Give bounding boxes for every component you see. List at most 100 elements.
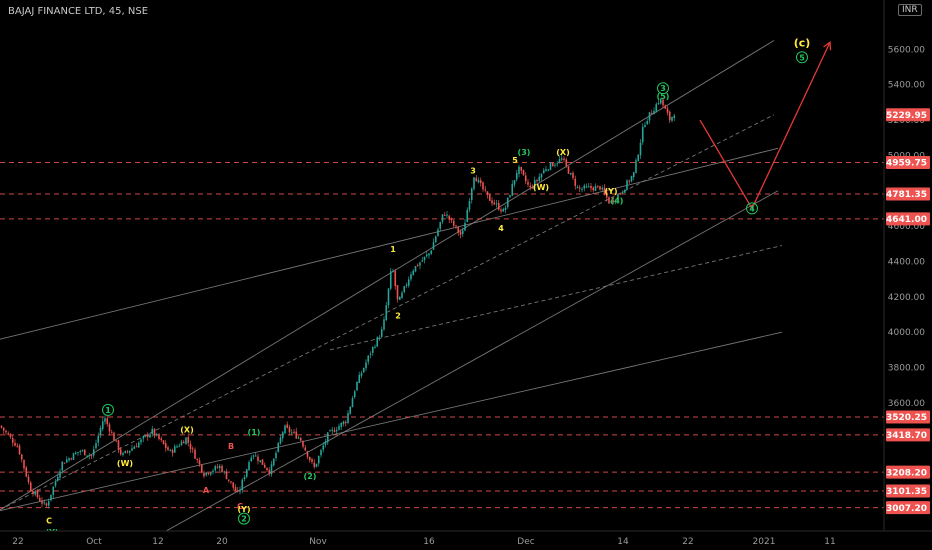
candle-body (383, 319, 385, 330)
level-price-box (886, 428, 930, 442)
candle-body (367, 355, 370, 362)
level-price-label: 3520.25 (886, 413, 927, 423)
wave-label-circle (238, 512, 250, 525)
candle-body (362, 367, 365, 373)
candle-body (65, 459, 68, 463)
candle-body (34, 491, 37, 495)
wave-label: 4 (498, 224, 504, 233)
candle-body (182, 441, 185, 444)
candle-body (281, 432, 284, 439)
candle-body (117, 440, 120, 451)
wave-label: 3 (470, 166, 476, 175)
wave-label: (W) (533, 183, 549, 192)
trend-line (0, 331, 783, 512)
time-tick-label: 14 (617, 537, 629, 547)
wave-label: (c) (794, 36, 811, 49)
candle-body (196, 459, 199, 461)
candle-body (266, 467, 268, 471)
candle-body (506, 197, 509, 208)
candle-body (158, 433, 160, 440)
candle-body (635, 160, 637, 173)
time-axis[interactable]: 22 Oct 12 20 Nov 16 Dec 14 22 2021 11 (0, 530, 932, 550)
wave-label: (W) (117, 459, 133, 468)
level-price-label: 3208.20 (886, 468, 927, 478)
candle-body (79, 450, 82, 452)
wave-label: (4) (611, 196, 624, 205)
candle-body (659, 99, 662, 104)
candle-body (385, 305, 388, 321)
candle-body (99, 428, 102, 435)
candle-body (563, 158, 565, 160)
candle-body (464, 222, 466, 231)
candle-body (236, 490, 239, 492)
candle-body (272, 458, 275, 466)
candle-body (189, 444, 192, 450)
price-tick-label: 5400.00 (888, 81, 925, 91)
candle-body (268, 469, 271, 474)
candle-body (137, 442, 140, 448)
price-axis[interactable]: 2800.003600.003800.004000.004200.004400.… (883, 0, 932, 550)
wave-label-circle (102, 403, 114, 416)
candle-body (614, 200, 617, 202)
candle-body (77, 452, 79, 454)
candle-body (664, 105, 667, 109)
candle-body (23, 459, 25, 469)
candle-body (216, 466, 219, 468)
candle-body (531, 187, 534, 189)
time-tick-label: 12 (152, 537, 163, 547)
candle-body (104, 418, 106, 422)
candle-body (603, 187, 606, 194)
candle-body (290, 432, 293, 434)
candle-body (509, 195, 511, 198)
candle-body (207, 473, 210, 475)
candle-body (554, 164, 556, 166)
candle-body (414, 266, 417, 272)
candle-body (468, 201, 471, 210)
candle-body (344, 421, 347, 424)
candle-body (405, 284, 408, 286)
candle-body (601, 187, 604, 190)
candle-body (529, 185, 532, 188)
candle-body (209, 472, 212, 475)
candle-body (90, 455, 93, 457)
candle-body (259, 460, 262, 463)
candle-body (95, 443, 97, 449)
candle-body (569, 173, 572, 175)
candle-body (488, 194, 491, 201)
candle-body (36, 490, 39, 498)
candle-body (302, 441, 304, 447)
candle-body (657, 103, 660, 105)
wave-label: 1 (105, 406, 111, 415)
candle-body (176, 446, 178, 448)
candle-body (252, 455, 255, 457)
candle-body (2, 427, 5, 431)
candle-body (14, 442, 16, 446)
candle-body (63, 462, 66, 464)
candle-body (113, 432, 115, 441)
candle-body (119, 449, 122, 455)
candle-body (43, 502, 46, 504)
candle-body (387, 288, 390, 306)
level-price-box (886, 465, 930, 479)
candle-body (524, 175, 527, 182)
candle-body (511, 183, 514, 196)
candle-body (473, 177, 475, 189)
candle-body (587, 186, 590, 188)
candle-body (540, 173, 543, 178)
candle-body (243, 477, 246, 480)
candle-body (369, 353, 372, 355)
candle-body (128, 450, 131, 453)
wave-label: 3 (660, 84, 666, 93)
level-price-box (886, 501, 930, 515)
candle-body (574, 178, 577, 187)
candle-body (146, 434, 149, 438)
trend-line (0, 147, 779, 340)
candle-body (533, 180, 536, 189)
price-tick-label: 3800.00 (888, 364, 925, 374)
candle-body (167, 447, 169, 451)
time-axis-background (0, 531, 932, 550)
candle-body (497, 202, 500, 210)
candle-body (92, 449, 95, 456)
candle-body (617, 194, 619, 201)
